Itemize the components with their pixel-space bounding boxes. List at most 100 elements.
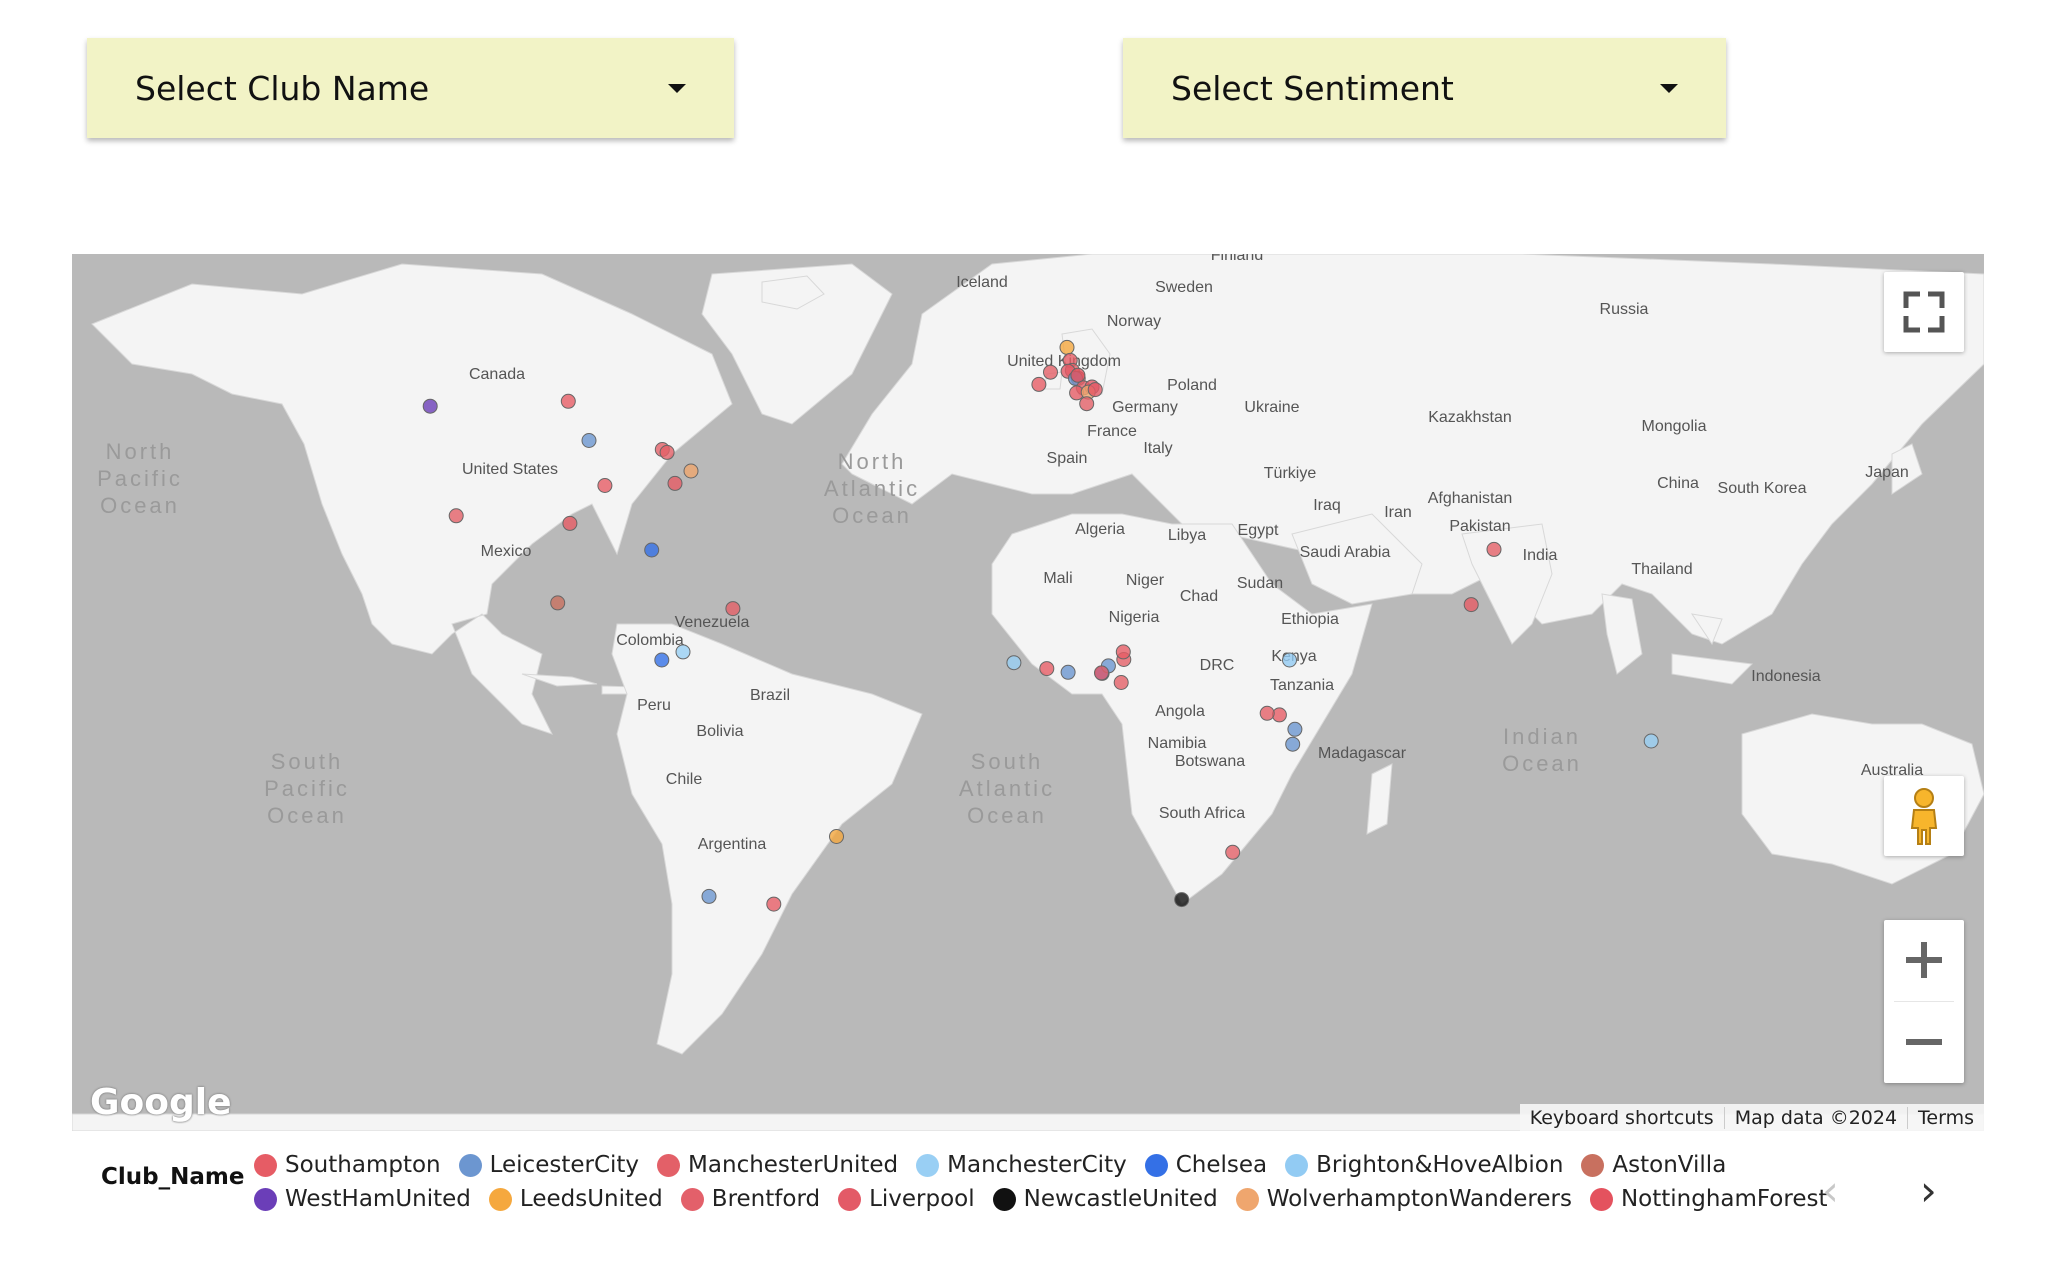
club-marker[interactable] xyxy=(1225,844,1241,860)
fullscreen-icon xyxy=(1903,291,1945,333)
legend-label: LeedsUnited xyxy=(519,1186,663,1212)
legend-swatch xyxy=(488,1187,512,1211)
legend-item[interactable]: LeicesterCity xyxy=(458,1152,639,1178)
club-marker[interactable] xyxy=(1059,339,1075,355)
legend-item[interactable]: AstonVilla xyxy=(1581,1152,1726,1178)
club-marker[interactable] xyxy=(1259,705,1275,721)
legend-item[interactable]: WestHamUnited xyxy=(254,1186,471,1212)
legend-label: Liverpool xyxy=(869,1186,975,1212)
club-marker[interactable] xyxy=(1463,597,1479,613)
club-marker[interactable] xyxy=(675,644,691,660)
club-marker[interactable] xyxy=(701,888,717,904)
country-label: Peru xyxy=(637,697,671,714)
country-label: Chad xyxy=(1180,588,1218,605)
club-marker[interactable] xyxy=(725,601,741,617)
legend-item[interactable]: Brentford xyxy=(680,1186,820,1212)
ocean-labels: North Pacific Ocean North Atlantic Ocean South… xyxy=(97,439,1579,828)
land-iceland xyxy=(761,275,825,310)
country-label: Canada xyxy=(469,366,525,383)
legend-item[interactable]: ManchesterUnited xyxy=(657,1152,898,1178)
legend-swatch xyxy=(1285,1153,1309,1177)
club-marker[interactable] xyxy=(581,433,597,448)
club-marker[interactable] xyxy=(1174,892,1190,908)
ocean-label: North Atlantic Ocean xyxy=(824,449,920,528)
legend-item[interactable]: Brighton&HoveAlbion xyxy=(1285,1152,1563,1178)
keyboard-shortcuts-link[interactable]: Keyboard shortcuts xyxy=(1529,1106,1714,1129)
chevron-right-icon[interactable]: › xyxy=(1920,1166,1937,1215)
legend-item[interactable]: LeedsUnited xyxy=(488,1186,663,1212)
club-marker[interactable] xyxy=(1070,367,1086,383)
land-india xyxy=(1461,523,1553,645)
street-view-button[interactable] xyxy=(1884,776,1964,856)
club-marker[interactable] xyxy=(1282,652,1297,668)
country-label: Russia xyxy=(1600,301,1649,318)
country-label: Thailand xyxy=(1631,561,1692,578)
country-label: Poland xyxy=(1167,377,1217,394)
legend-item[interactable]: NewcastleUnited xyxy=(992,1186,1218,1212)
club-marker[interactable] xyxy=(1039,661,1055,677)
club-marker[interactable] xyxy=(1486,541,1502,557)
land-arabia xyxy=(1291,513,1423,605)
club-marker[interactable] xyxy=(683,463,699,479)
zoom-in-button[interactable] xyxy=(1884,920,1964,1001)
club-marker[interactable] xyxy=(550,595,566,611)
legend-swatch xyxy=(1235,1187,1259,1211)
club-marker[interactable] xyxy=(667,475,683,491)
legend-label: Southampton xyxy=(285,1152,441,1178)
club-marker[interactable] xyxy=(1285,736,1301,752)
legend-row: WestHamUnited LeedsUnited Brentford Liverpo… xyxy=(254,1186,1845,1212)
club-marker[interactable] xyxy=(1006,655,1022,671)
sentiment-select[interactable]: Select Sentiment xyxy=(1123,38,1726,138)
club-marker[interactable] xyxy=(560,393,576,409)
club-marker[interactable] xyxy=(1031,376,1047,392)
legend-item[interactable]: NottinghamForest xyxy=(1589,1186,1827,1212)
legend-swatch xyxy=(254,1187,277,1211)
club-marker[interactable] xyxy=(829,829,844,844)
club-marker[interactable] xyxy=(1087,382,1103,398)
club-name-select[interactable]: Select Club Name xyxy=(87,38,734,138)
land-southeast-asia xyxy=(1601,593,1754,685)
legend-item[interactable]: Chelsea xyxy=(1144,1152,1267,1178)
map-canvas[interactable]: North Pacific Ocean North Atlantic Ocean South… xyxy=(72,254,1984,1131)
pegman-icon xyxy=(1910,788,1938,845)
legend-title: Club_Name xyxy=(101,1164,245,1190)
legend-item[interactable]: Southampton xyxy=(254,1152,441,1178)
land-japan xyxy=(1891,443,1923,495)
country-label: DRC xyxy=(1200,657,1235,674)
country-label: Brazil xyxy=(750,687,790,704)
legend-item[interactable]: Liverpool xyxy=(838,1186,975,1212)
map-legend: Club_Name Southampton LeicesterCity Manche… xyxy=(72,1140,1984,1264)
legend-item[interactable]: WolverhamptonWanderers xyxy=(1235,1186,1572,1212)
club-marker[interactable] xyxy=(1113,675,1129,690)
chevron-left-icon[interactable]: ‹ xyxy=(1822,1166,1839,1215)
club-marker[interactable] xyxy=(1094,665,1109,681)
club-marker[interactable] xyxy=(1079,396,1095,412)
club-marker[interactable] xyxy=(766,896,782,912)
world-map[interactable]: North Pacific Ocean North Atlantic Ocean South… xyxy=(72,254,1984,1131)
zoom-out-button[interactable] xyxy=(1884,1002,1964,1083)
club-marker[interactable] xyxy=(644,542,660,558)
country-label: Iceland xyxy=(956,274,1008,291)
country-label: Australia xyxy=(1861,762,1923,779)
club-marker[interactable] xyxy=(422,398,438,414)
club-marker[interactable] xyxy=(562,515,578,531)
club-marker[interactable] xyxy=(659,444,675,460)
country-label: Colombia xyxy=(616,632,684,649)
caret-down-icon xyxy=(1660,84,1678,93)
country-label: Indonesia xyxy=(1751,668,1820,685)
country-label: South Africa xyxy=(1159,805,1245,822)
club-marker[interactable] xyxy=(1287,721,1303,737)
club-marker[interactable] xyxy=(654,652,670,668)
club-marker[interactable] xyxy=(1043,364,1058,380)
country-label: Namibia xyxy=(1148,735,1207,752)
club-marker[interactable] xyxy=(597,478,613,493)
club-marker[interactable] xyxy=(448,508,464,524)
club-marker[interactable] xyxy=(1060,664,1076,680)
club-marker[interactable] xyxy=(1115,644,1131,660)
marker-layer[interactable] xyxy=(422,339,1659,912)
fullscreen-button[interactable] xyxy=(1884,272,1964,352)
terms-link[interactable]: Terms xyxy=(1907,1106,1984,1129)
legend-item[interactable]: ManchesterCity xyxy=(916,1152,1127,1178)
land-south-america xyxy=(611,623,923,1055)
club-marker[interactable] xyxy=(1643,733,1659,749)
